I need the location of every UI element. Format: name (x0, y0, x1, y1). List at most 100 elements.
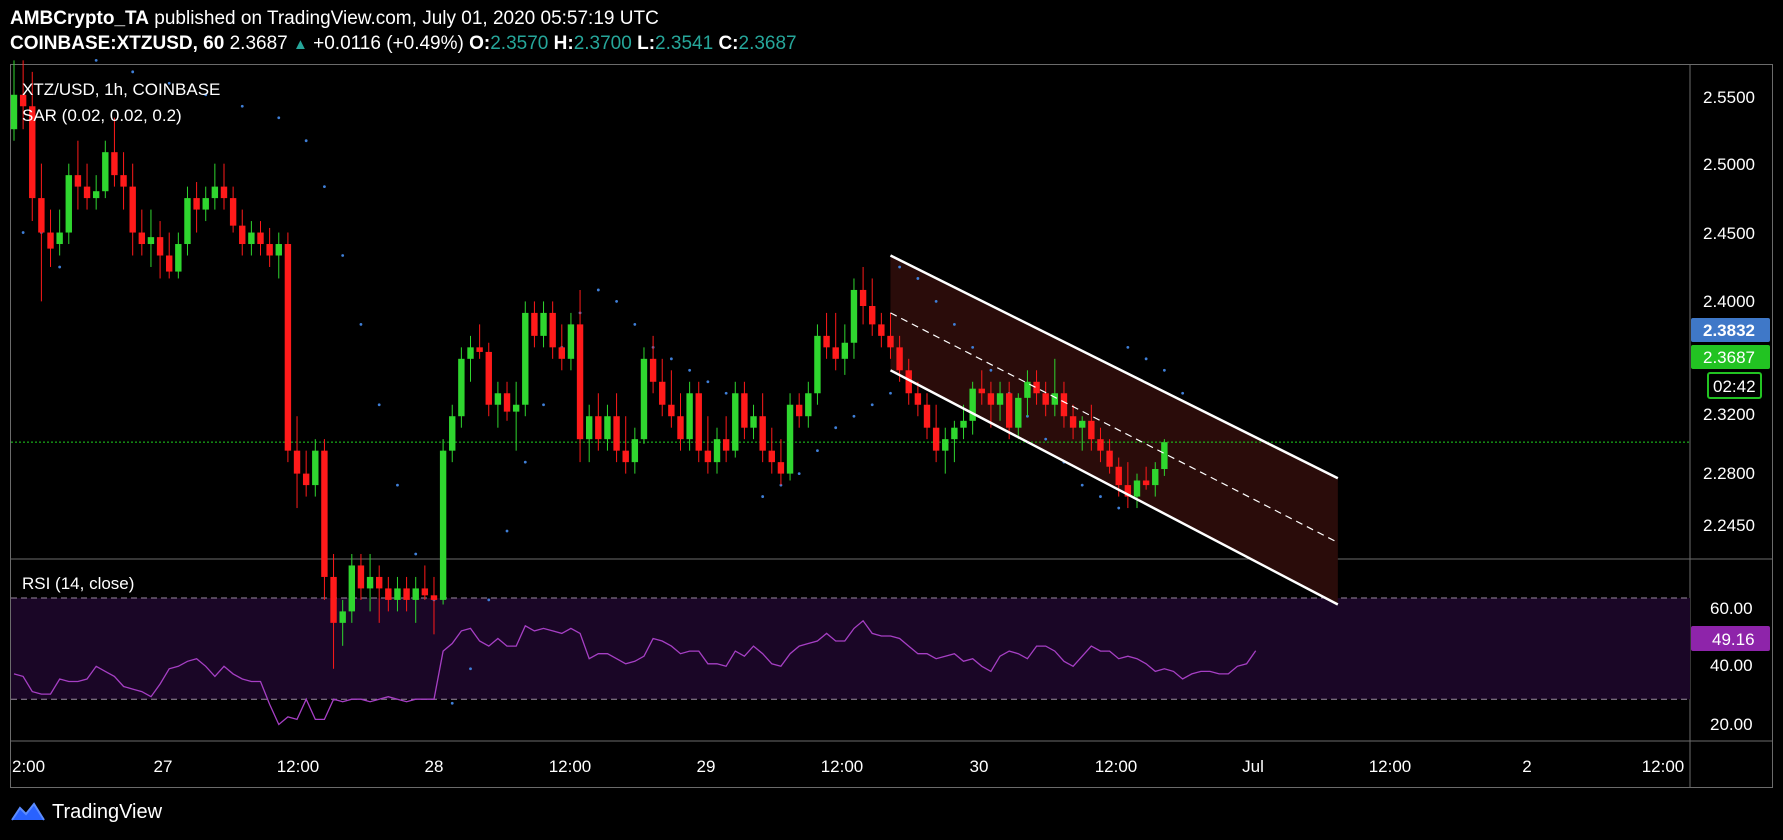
time-tick-label: 12:00 (821, 757, 864, 776)
candle-bear (29, 106, 36, 199)
main-pane-title[interactable]: XTZ/USD, 1h, COINBASE (22, 80, 221, 99)
candle-bear (357, 565, 365, 589)
candle-bear (1060, 393, 1068, 417)
candle-bear (795, 404, 803, 417)
tradingview-footer[interactable]: TradingView (10, 800, 162, 824)
channel-fill (890, 255, 1338, 605)
sar-dot (633, 322, 637, 326)
candle-bull (494, 393, 502, 405)
channel-lower-line (889, 369, 1339, 606)
candle-bear (1097, 439, 1104, 451)
candle-bear (649, 358, 657, 382)
candle-bull (147, 237, 155, 245)
candle-bear (421, 588, 429, 596)
candle-bull (585, 416, 593, 440)
sar-dot (596, 288, 600, 292)
candle-bull (942, 439, 949, 451)
candle-bull (713, 439, 721, 463)
candle-bull (640, 358, 648, 440)
candle-bull (951, 427, 958, 440)
candle-bear (859, 289, 867, 307)
candle-bear (1124, 485, 1132, 497)
candle-bear (1069, 416, 1077, 428)
candle-bear (156, 237, 164, 256)
candle-bear (111, 152, 118, 176)
candle-bear (869, 306, 876, 325)
sar-dot (669, 357, 673, 361)
candle-bear (914, 393, 922, 405)
last-price: 2.3687 (229, 33, 288, 54)
time-tick-label: 12:00 (277, 757, 320, 776)
sar-dot (724, 391, 728, 395)
candle-bear (878, 324, 885, 336)
candle-bear (759, 416, 766, 451)
candle-bear (485, 351, 492, 405)
sar-dot (450, 701, 454, 705)
candle-bear (823, 335, 830, 348)
price-tick-label: 2.5000 (1703, 155, 1755, 174)
sar-indicator-label[interactable]: SAR (0.02, 0.02, 0.2) (22, 106, 182, 125)
candle-bear (229, 198, 237, 226)
candle-bear (385, 588, 392, 600)
chart-canvas[interactable]: 2.55002.50002.45002.40002.35002.32002.28… (0, 0, 1783, 800)
time-tick-label: 27 (154, 757, 173, 776)
tradingview-brand: TradingView (52, 800, 163, 823)
candle-bull (1051, 393, 1059, 405)
time-tick-label: 12:00 (1095, 757, 1138, 776)
candle-bull (175, 244, 182, 272)
candle-bull (394, 588, 401, 600)
sar-dot (167, 81, 171, 85)
symbol-quote-line: COINBASE:XTZUSD, 60 2.3687 ▲ +0.0116 (+0… (10, 33, 797, 55)
candle-bear (293, 450, 301, 474)
candle-bull (1161, 442, 1168, 470)
candle-bull (467, 347, 474, 359)
sar-dot (542, 403, 545, 407)
last-price-badge (1691, 345, 1770, 369)
sar-dot (952, 322, 956, 326)
price-tick-label: 2.2800 (1703, 464, 1755, 483)
candle-bull (786, 404, 794, 474)
rsi-line (13, 619, 1257, 726)
candle-bear (668, 404, 675, 417)
sar-dot (971, 345, 975, 349)
price-tick-label: 2.4500 (1703, 224, 1755, 243)
candle-bear (284, 244, 292, 451)
candle-bull (750, 416, 757, 428)
candle-bear (549, 312, 556, 348)
time-tick-label: 2 (1522, 757, 1531, 776)
candle-bear (613, 416, 620, 451)
publisher-name[interactable]: AMBCrypto_TA (10, 8, 149, 29)
low-label: L: (637, 33, 656, 54)
price-tick-label: 2.5500 (1703, 88, 1755, 107)
published-text: published on TradingView.com, July 01, 2… (154, 8, 659, 29)
prev-price-badge (1691, 318, 1770, 342)
candle-bull (102, 152, 109, 192)
candle-bull (996, 393, 1004, 405)
sar-dot (58, 265, 62, 269)
candle-bear (896, 347, 903, 371)
candle-bull (184, 198, 191, 245)
candle-bear (741, 393, 748, 428)
candle-bear (695, 393, 702, 451)
candle-bull (604, 416, 611, 440)
sar-dot (414, 552, 418, 556)
candle-bull (348, 565, 356, 612)
candle-bull (312, 450, 319, 486)
price-tick-label: 2.2450 (1703, 516, 1755, 535)
candle-bull (439, 450, 447, 600)
chart-frame[interactable] (10, 64, 1773, 788)
sar-dot (898, 265, 902, 269)
candle-bear (239, 225, 246, 245)
candle-bear (1106, 450, 1113, 467)
candle-bear (74, 175, 82, 187)
candle-bull (65, 175, 72, 233)
candle-bear (220, 186, 228, 199)
candle-bull (814, 335, 821, 394)
sar-dot (277, 116, 281, 120)
candle-bear (38, 198, 45, 233)
candle-bear (768, 450, 775, 463)
candle-bull (1024, 381, 1031, 398)
candle-bear (987, 393, 995, 405)
rsi-pane-title[interactable]: RSI (14, close) (22, 574, 135, 593)
candle-bear (722, 439, 730, 451)
